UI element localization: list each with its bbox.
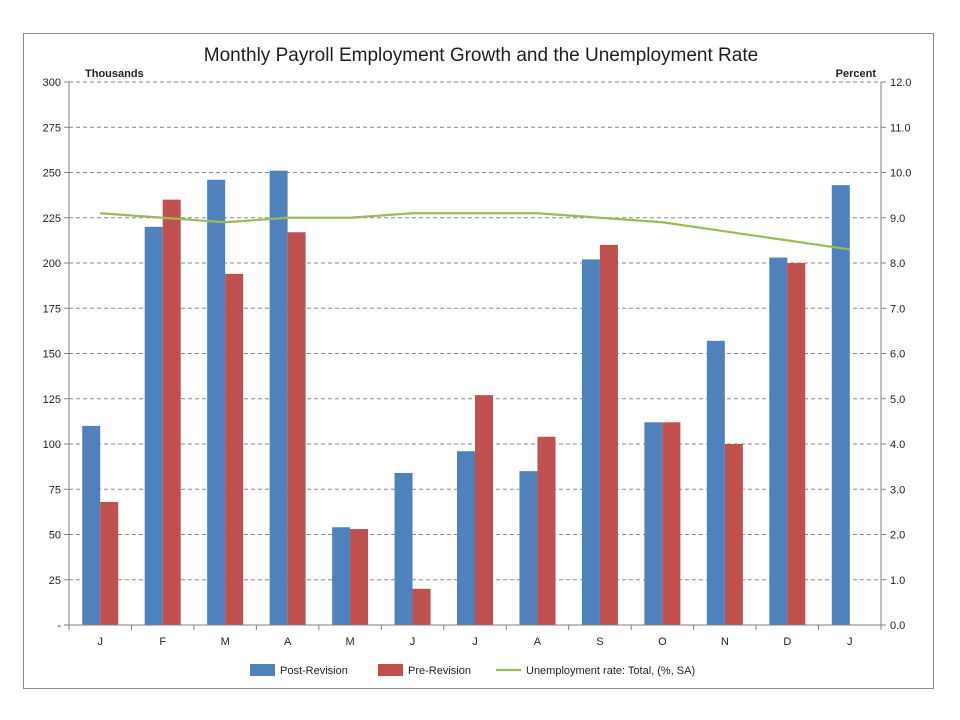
- y-tick-label: -: [57, 620, 61, 632]
- chart-svg: Monthly Payroll Employment Growth and th…: [43, 45, 912, 677]
- y-tick-label: 75: [49, 484, 61, 496]
- y2-tick-label: 3.0: [890, 484, 905, 496]
- legend: Post-Revision Pre-Revision Unemployment ra…: [250, 664, 695, 677]
- bar-pre-revision: [599, 244, 618, 625]
- x-tick-label: M: [345, 636, 354, 648]
- x-tick-label: A: [284, 636, 292, 648]
- x-tick-label: S: [596, 636, 603, 648]
- bar-post-revision: [207, 179, 226, 626]
- bar-post-revision: [831, 185, 850, 626]
- y2-tick-label: 8.0: [890, 258, 905, 270]
- bar-pre-revision: [787, 263, 806, 625]
- y-tick-label: 275: [43, 122, 61, 134]
- y2-tick-label: 5.0: [890, 394, 905, 406]
- bar-pre-revision: [350, 529, 369, 625]
- bar-pre-revision: [287, 232, 306, 626]
- legend-label: Post-Revision: [280, 665, 348, 677]
- x-tick-label: M: [221, 636, 230, 648]
- y-tick-label: 300: [43, 77, 61, 89]
- y-tick-label: 100: [43, 439, 61, 451]
- unemployment-rate-line: [100, 212, 850, 251]
- bar-post-revision: [519, 471, 538, 625]
- bar-pre-revision: [225, 273, 244, 625]
- bar-post-revision: [457, 451, 475, 625]
- bar-pre-revision: [162, 199, 181, 625]
- bar-pre-revision: [724, 444, 743, 625]
- bar-post-revision: [706, 340, 725, 625]
- x-tick-label: J: [97, 636, 103, 648]
- bar-pre-revision: [100, 501, 119, 625]
- x-tick-label: F: [159, 636, 166, 648]
- y2-tick-label: 1.0: [890, 575, 905, 587]
- legend-label: Pre-Revision: [408, 665, 471, 677]
- bar-series: [82, 170, 850, 626]
- bar-post-revision: [82, 425, 101, 625]
- y-tick-label: 175: [43, 303, 61, 315]
- bar-post-revision: [769, 257, 788, 625]
- x-tick-label: J: [472, 636, 478, 648]
- y2-tick-label: 10.0: [890, 168, 911, 180]
- y2-tick-label: 4.0: [890, 439, 905, 451]
- y2-tick-label: 2.0: [890, 530, 905, 542]
- x-tick-label: O: [658, 636, 667, 648]
- y-tick-label: 50: [49, 530, 61, 542]
- y-tick-label: 25: [49, 575, 61, 587]
- legend-swatch: [378, 664, 403, 676]
- bar-pre-revision: [475, 395, 493, 625]
- y-tick-label: 125: [43, 394, 61, 406]
- bar-post-revision: [394, 472, 413, 625]
- x-tick-label: N: [721, 636, 729, 648]
- y2-tick-label: 11.0: [890, 122, 911, 134]
- bar-post-revision: [581, 259, 600, 625]
- axes: - 25 50 75 100 125 150 175 200 225 250 275 300 0.0 1.0…: [43, 77, 912, 648]
- x-tick-label: J: [847, 636, 853, 648]
- x-tick-label: D: [783, 636, 791, 648]
- bar-post-revision: [644, 422, 663, 625]
- chart-frame: Monthly Payroll Employment Growth and th…: [23, 33, 934, 689]
- y2-tick-label: 12.0: [890, 77, 911, 89]
- y-tick-label: 250: [43, 168, 61, 180]
- bar-post-revision: [269, 170, 288, 625]
- bar-pre-revision: [662, 422, 681, 625]
- y-tick-label: 150: [43, 349, 61, 361]
- bar-pre-revision: [412, 588, 431, 625]
- y-tick-label: 200: [43, 258, 61, 270]
- x-tick-label: A: [534, 636, 542, 648]
- bar-post-revision: [332, 527, 351, 625]
- y2-tick-label: 7.0: [890, 303, 905, 315]
- line-series: [100, 212, 850, 251]
- bar-pre-revision: [537, 436, 556, 625]
- y-tick-label: 225: [43, 213, 61, 225]
- x-tick-label: J: [410, 636, 416, 648]
- y-axis-label: Thousands: [85, 68, 144, 80]
- chart-title: Monthly Payroll Employment Growth and th…: [204, 45, 758, 66]
- legend-label: Unemployment rate: Total, (%, SA): [526, 665, 695, 677]
- y2-axis-label: Percent: [836, 68, 877, 80]
- y2-tick-label: 0.0: [890, 620, 905, 632]
- bar-post-revision: [144, 226, 163, 626]
- y2-tick-label: 9.0: [890, 213, 905, 225]
- legend-swatch: [250, 664, 275, 676]
- y2-tick-label: 6.0: [890, 349, 905, 361]
